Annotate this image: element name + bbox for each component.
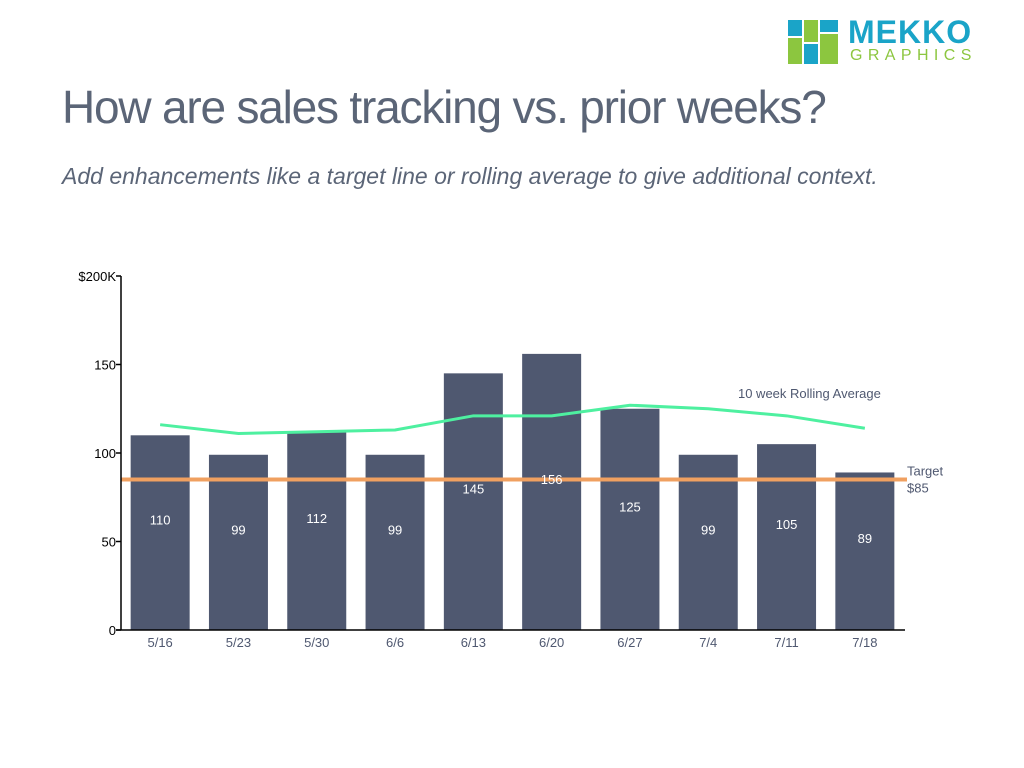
bar-value-label: 99 <box>388 522 402 537</box>
x-tick-label: 7/4 <box>699 635 717 650</box>
bar-value-label: 112 <box>306 511 327 526</box>
bar-5/16 <box>130 435 190 630</box>
x-tick-label: 6/20 <box>539 635 564 650</box>
bar-5/23 <box>208 454 268 630</box>
bar-value-label: 99 <box>231 522 245 537</box>
x-tick-label: 6/13 <box>461 635 486 650</box>
y-tick-label: 0 <box>109 623 116 638</box>
target-value-label: $85 <box>907 481 929 496</box>
bar-7/11 <box>757 444 817 630</box>
page-subtitle: Add enhancements like a target line or r… <box>62 163 878 189</box>
bar-value-label: 110 <box>150 513 171 528</box>
bar-6/6 <box>365 454 425 630</box>
bar-6/13 <box>443 373 503 630</box>
bar-6/27 <box>600 408 660 630</box>
target-label: Target <box>907 464 944 479</box>
bar-value-label: 105 <box>776 517 798 532</box>
bar-value-label: 145 <box>462 482 484 497</box>
logo-subwordmark: GRAPHICS <box>850 47 977 64</box>
bar-6/20 <box>522 353 582 630</box>
bar-value-label: 156 <box>541 472 563 487</box>
bar-value-label: 89 <box>858 531 872 546</box>
x-tick-label: 7/11 <box>774 635 798 650</box>
rolling-average-line <box>159 403 866 436</box>
x-tick-label: 5/16 <box>147 635 172 650</box>
x-tick-label: 7/18 <box>852 635 877 650</box>
y-tick-label: $200K <box>78 269 116 284</box>
y-tick-label: 150 <box>94 358 116 373</box>
x-tick-label: 6/6 <box>386 635 404 650</box>
bar-5/30 <box>287 431 347 630</box>
x-tick-label: 6/27 <box>617 635 642 650</box>
y-tick-label: 50 <box>102 535 116 550</box>
logo-mark-icon <box>788 20 838 64</box>
rolling-average-label: 10 week Rolling Average <box>738 386 881 401</box>
bar-value-label: 99 <box>701 522 715 537</box>
x-tick-label: 5/30 <box>304 635 329 650</box>
bar-value-label: 125 <box>619 499 641 514</box>
x-tick-label: 5/23 <box>226 635 251 650</box>
logo-wordmark: MEKKO <box>848 14 973 50</box>
y-tick-label: 100 <box>94 446 116 461</box>
bar-7/4 <box>678 454 738 630</box>
page-title: How are sales tracking vs. prior weeks? <box>62 81 827 133</box>
mekko-graphics-logo: MEKKO GRAPHICS <box>786 14 1002 68</box>
bar-7/18 <box>835 472 895 630</box>
